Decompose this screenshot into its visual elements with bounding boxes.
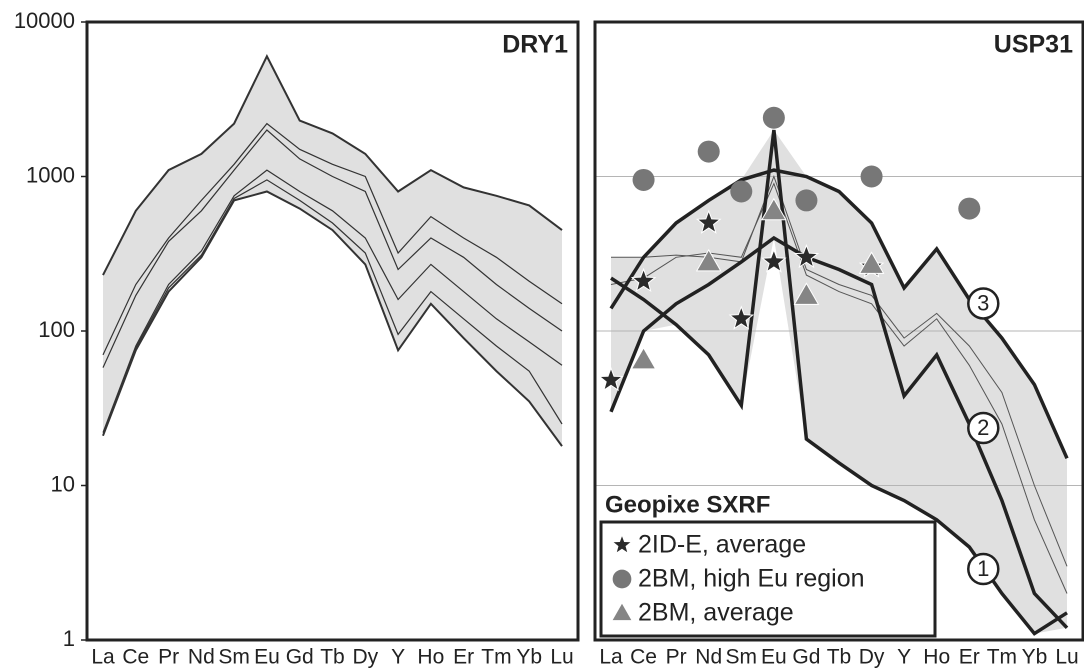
legend-label: 2ID-E, average [638, 531, 806, 559]
legend-marker [610, 533, 634, 555]
x-tick-label: Y [391, 646, 405, 669]
circle-marker [860, 165, 883, 188]
x-tick-label: Ho [417, 646, 444, 669]
series-line [102, 169, 563, 433]
line-label: 1 [977, 556, 989, 581]
x-tick-label: Er [453, 646, 474, 669]
x-tick-label: Dy [352, 646, 378, 669]
line-label-circle [967, 552, 1000, 586]
panel-title: USP31 [994, 31, 1073, 59]
triangle-marker [695, 248, 722, 272]
series-line [102, 122, 563, 356]
x-tick-label: La [599, 646, 623, 669]
line-label-circle [967, 287, 1000, 320]
star-marker [630, 267, 657, 293]
x-tick-label: Sm [726, 646, 758, 669]
y-tick-label: 1 [63, 626, 75, 651]
triangle-marker [760, 197, 787, 221]
circle-marker [632, 168, 655, 191]
line-label: 2 [977, 415, 989, 440]
x-tick-label: La [91, 646, 115, 669]
line-label: 3 [977, 290, 989, 315]
x-tick-label: Ce [630, 646, 657, 669]
x-tick-label: Y [897, 646, 911, 669]
circle-marker [958, 197, 981, 220]
series-line [102, 190, 563, 447]
x-tick-label: Nd [188, 646, 215, 669]
x-tick-label: Yb [516, 646, 542, 669]
line-label-circle [967, 411, 1000, 445]
x-tick-label: Sm [218, 646, 250, 669]
star-marker [728, 305, 755, 330]
legend-marker [612, 569, 632, 589]
x-tick-label: Pr [158, 646, 179, 669]
x-tick-label: Nd [695, 646, 722, 669]
series-line [609, 235, 1069, 630]
envelope [103, 56, 562, 447]
legend-label: 2BM, average [638, 599, 794, 627]
y-tick-label: 10000 [14, 8, 75, 33]
x-tick-label: Gd [286, 646, 314, 669]
star-marker [793, 243, 820, 269]
x-tick-label: Yb [1022, 646, 1048, 669]
series-line [609, 168, 1069, 460]
y-tick-label: 100 [38, 317, 75, 342]
x-tick-label: Dy [859, 646, 885, 669]
star-marker [695, 209, 722, 234]
x-tick-label: Ce [122, 646, 149, 669]
circle-marker [795, 189, 818, 212]
circle-marker [762, 106, 785, 129]
x-tick-label: Lu [1055, 646, 1078, 669]
x-tick-label: Gd [792, 646, 820, 669]
legend-label: 2BM, high Eu region [638, 565, 865, 593]
x-tick-label: Lu [550, 646, 573, 669]
triangle-marker [858, 251, 885, 274]
x-tick-label: Er [959, 646, 980, 669]
panel-title: DRY1 [502, 31, 568, 59]
x-tick-label: Tb [320, 646, 345, 669]
x-tick-label: Eu [254, 646, 280, 669]
y-tick-label: 10 [51, 471, 75, 496]
triangle-marker [630, 346, 657, 370]
envelope [611, 130, 1067, 634]
triangle-marker [793, 282, 820, 305]
star-marker [761, 248, 787, 273]
y-tick-label: 1000 [26, 162, 75, 187]
legend-marker [610, 601, 634, 622]
x-tick-label: Pr [666, 646, 687, 669]
series-line [102, 179, 563, 436]
circle-marker [697, 140, 720, 163]
series-line [610, 182, 1068, 594]
star-marker [598, 366, 624, 392]
series-line [102, 54, 563, 276]
x-tick-label: Ho [923, 646, 950, 669]
circle-marker [730, 180, 753, 203]
x-tick-label: Eu [761, 646, 787, 669]
plot-frame [85, 20, 580, 642]
legend-box [599, 520, 937, 638]
series-line [102, 129, 563, 368]
plot-frame [593, 20, 1084, 642]
x-tick-label: Tm [987, 646, 1017, 669]
legend-title: Geopixe SXRF [605, 491, 770, 518]
x-tick-label: Tm [481, 646, 511, 669]
x-tick-label: Tb [827, 646, 852, 669]
